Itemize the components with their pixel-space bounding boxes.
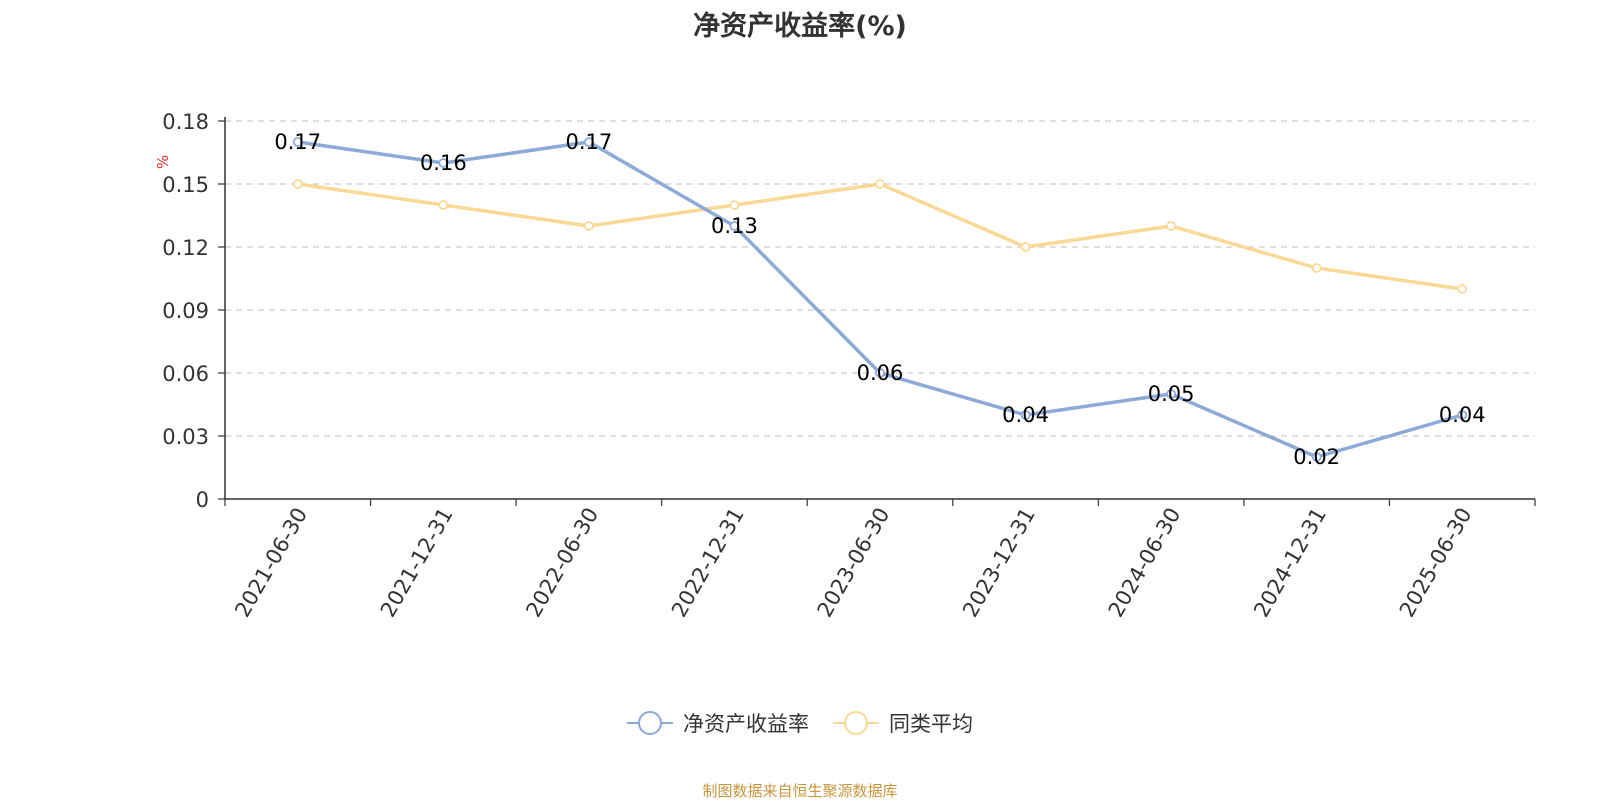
data-point (292, 179, 303, 189)
series-line (297, 182, 1463, 291)
axes: 0 0.03 0.06 0.09 0.12 0.15 0.18% 2021-06-30 2021… (154, 110, 1536, 622)
data-label: 0.04 (1002, 403, 1049, 427)
data-point (583, 137, 594, 147)
data-label: 0.06 (857, 361, 904, 385)
legend-label: 净资产收益率 (683, 712, 809, 736)
series-lines (292, 137, 1468, 462)
source-note: 制图数据来自恒生聚源数据库 (702, 782, 898, 800)
data-label: 0.16 (420, 151, 467, 175)
legend: 净资产收益率 同类平均 (0, 708, 1600, 738)
data-label: 0.17 (274, 130, 321, 154)
data-point (1311, 263, 1322, 273)
data-point (292, 137, 303, 147)
data-label: 0.05 (1148, 382, 1195, 406)
series-line (297, 140, 1463, 459)
data-point (729, 200, 740, 210)
y-tick-label: 0 (196, 488, 209, 512)
data-point (1166, 221, 1177, 231)
legend-swatch-icon (833, 709, 879, 737)
chart-title: 净资产收益率(%) (693, 11, 907, 42)
x-tick-label: 2021-12-31 (376, 504, 458, 622)
data-point (583, 221, 594, 231)
data-point (438, 158, 449, 168)
data-point (438, 200, 449, 210)
x-tick-label: 2022-12-31 (667, 504, 749, 622)
y-tick-label: 0.09 (162, 299, 209, 323)
x-tick-label: 2022-06-30 (521, 504, 603, 622)
y-tick-label: 0.06 (162, 362, 209, 386)
data-point (1020, 410, 1031, 420)
legend-item[interactable]: 净资产收益率 (627, 708, 809, 738)
y-tick-label: 0.03 (162, 425, 209, 449)
legend-swatch-icon (627, 709, 673, 737)
data-point (729, 221, 740, 231)
x-tick-label: 2023-06-30 (813, 504, 895, 622)
legend-item[interactable]: 同类平均 (833, 708, 973, 738)
data-labels: 0.17 0.16 0.17 0.13 0.06 0.04 0.05 0.02 0.04 (274, 130, 1485, 469)
x-tick-label: 2021-06-30 (230, 504, 312, 622)
data-point (875, 368, 885, 378)
data-point (1311, 452, 1322, 462)
data-label: 0.02 (1293, 445, 1340, 469)
data-point (1020, 242, 1031, 252)
data-point (1166, 389, 1177, 399)
y-tick-label: 0.18 (162, 110, 209, 134)
y-tick-label: 0.15 (162, 173, 209, 197)
x-tick-label: 2023-12-31 (958, 504, 1040, 622)
data-point (1457, 284, 1468, 294)
data-label: 0.04 (1439, 403, 1486, 427)
data-point (875, 179, 885, 189)
legend-label: 同类平均 (889, 712, 973, 736)
x-tick-label: 2025-06-30 (1395, 504, 1477, 622)
y-tick-label: 0.12 (162, 236, 209, 260)
data-label: 0.17 (566, 130, 613, 154)
x-tick-label: 2024-12-31 (1249, 504, 1331, 622)
data-point (1457, 410, 1468, 420)
y-axis-label: % (154, 155, 172, 169)
x-tick-label: 2024-06-30 (1104, 504, 1186, 622)
data-label: 0.13 (711, 214, 758, 238)
